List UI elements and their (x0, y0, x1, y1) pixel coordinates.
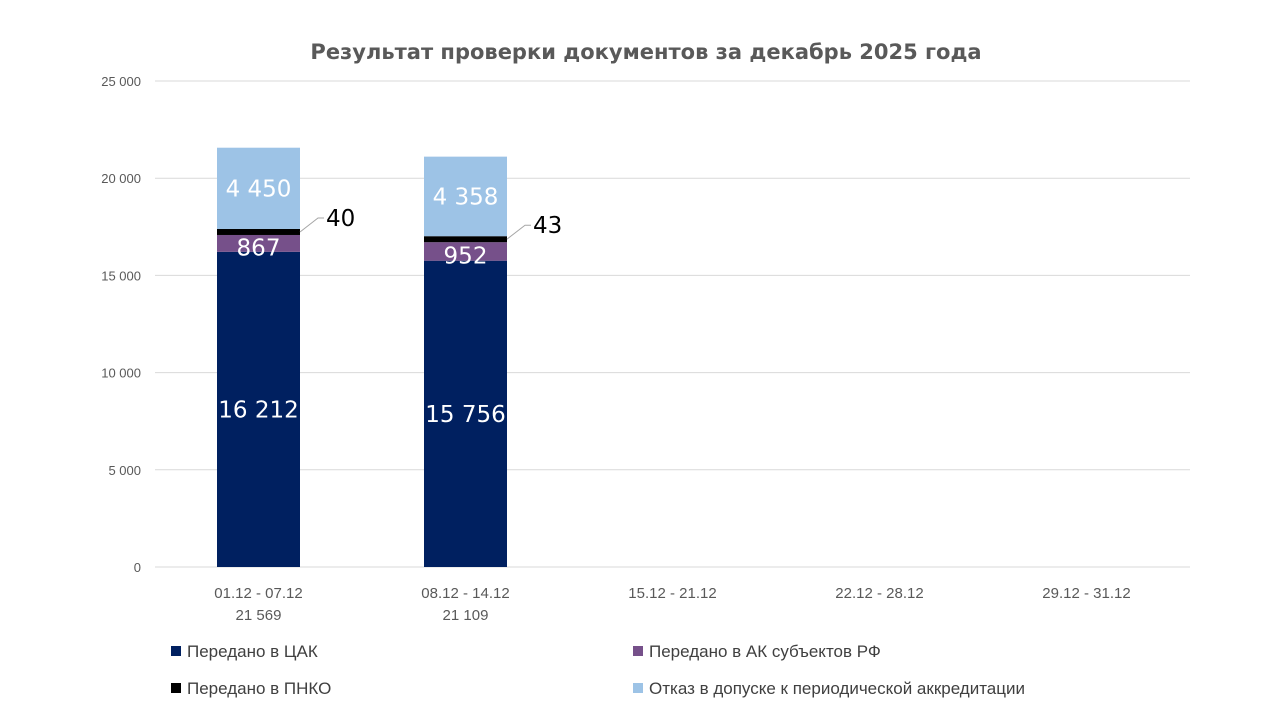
legend-label: Передано в ЦАК (187, 642, 318, 661)
bar-segment (424, 156, 507, 237)
legend-swatch (171, 646, 181, 656)
legend-item: Передано в АК субъектов РФ (633, 642, 881, 661)
legend-label: Передано в ПНКО (187, 679, 331, 698)
bar-segment (217, 251, 300, 567)
y-tick-label: 0 (134, 560, 141, 575)
bar-segment (217, 228, 300, 235)
bar-segment (424, 260, 507, 567)
leader-line (506, 224, 531, 240)
legend-item: Передано в ЦАК (171, 642, 318, 661)
data-label: 952 (444, 243, 488, 269)
legend-item: Передано в ПНКО (171, 679, 331, 698)
y-tick-label: 20 000 (101, 171, 141, 186)
data-label: 867 (237, 235, 281, 261)
legend-label: Отказ в допуске к периодической аккредит… (649, 679, 1025, 698)
x-tick-label: 01.12 - 07.12 (214, 585, 302, 602)
bar-segment (424, 242, 507, 261)
data-label: 4 358 (433, 184, 499, 210)
x-tick-label: 22.12 - 28.12 (835, 585, 923, 602)
x-tick-label: 08.12 - 14.12 (421, 585, 509, 602)
y-tick-label: 15 000 (101, 268, 141, 283)
legend-swatch (171, 683, 181, 693)
data-label: 4 450 (226, 176, 292, 202)
data-label: 40 (326, 206, 355, 232)
legend-label: Передано в АК субъектов РФ (649, 642, 881, 661)
legend-swatch (633, 683, 643, 693)
chart-title: Результат проверки документов за декабрь… (310, 40, 981, 64)
x-tick-label: 29.12 - 31.12 (1042, 585, 1130, 602)
data-label: 15 756 (425, 402, 505, 428)
x-tick-label: 15.12 - 21.12 (628, 585, 716, 602)
legend-item: Отказ в допуске к периодической аккредит… (633, 679, 1025, 698)
bar-segment (217, 147, 300, 229)
bar-segment (424, 236, 507, 243)
category-total-label: 21 109 (443, 607, 489, 624)
leader-line (299, 217, 324, 233)
y-tick-label: 10 000 (101, 366, 141, 381)
legend-swatch (633, 646, 643, 656)
data-label: 43 (533, 213, 562, 239)
category-total-label: 21 569 (236, 607, 282, 624)
data-label: 16 212 (218, 397, 298, 423)
bar-segment (217, 234, 300, 252)
y-tick-label: 5 000 (108, 463, 141, 478)
y-tick-label: 25 000 (101, 74, 141, 89)
